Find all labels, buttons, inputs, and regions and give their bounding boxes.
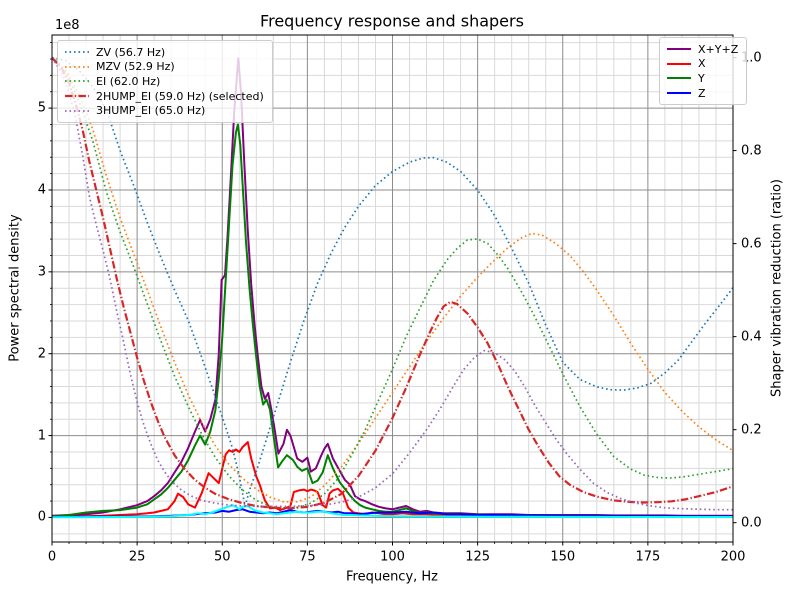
y-left-tick-label-3: 3 xyxy=(37,264,46,280)
legend-item: Z xyxy=(666,86,738,101)
x-tick-label-175: 175 xyxy=(635,549,661,565)
legend-item-label: X xyxy=(698,57,706,71)
legend-line-swatch-3HUMP_EI (65.0 Hz) xyxy=(65,109,89,112)
x-tick-label-25: 25 xyxy=(128,549,146,565)
y-left-axis-label: Power spectral density xyxy=(7,214,23,362)
x-tick-label-50: 50 xyxy=(213,549,231,565)
legend-item: X xyxy=(666,57,738,72)
y-right-tick-label-0.2: 0.2 xyxy=(741,422,762,438)
legend-item-label: MZV (52.9 Hz) xyxy=(96,60,175,74)
x-tick-label-0: 0 xyxy=(47,549,57,565)
x-tick-label-100: 100 xyxy=(380,549,405,565)
legend-line-swatch-X+Y+Z xyxy=(667,48,691,51)
series-line-EI (62.0 Hz) xyxy=(52,57,733,510)
legend-line-swatch-Z xyxy=(667,92,691,95)
axis-ticks xyxy=(48,42,737,546)
legend-line-swatch-2HUMP_EI (59.0 Hz) (selected) xyxy=(65,94,89,98)
x-tick-label-125: 125 xyxy=(465,549,491,565)
y-left-offset-text: 1e8 xyxy=(55,18,80,33)
y-left-tick-label-2: 2 xyxy=(37,346,46,362)
legend-item: EI (62.0 Hz) xyxy=(64,74,264,89)
legend-item-label: 3HUMP_EI (65.0 Hz) xyxy=(96,104,206,118)
legend-item-label: 2HUMP_EI (59.0 Hz) (selected) xyxy=(96,89,264,103)
y-right-tick-label-0.4: 0.4 xyxy=(741,329,762,345)
y-right-tick-label-0.8: 0.8 xyxy=(741,143,762,159)
series-lines xyxy=(52,56,733,519)
legend-line-swatch-Y xyxy=(667,77,691,80)
series-line-after_shaper xyxy=(52,504,733,519)
x-tick-label-150: 150 xyxy=(550,549,576,565)
y-right-tick-label-0.6: 0.6 xyxy=(741,236,762,252)
y-left-tick-label-5: 5 xyxy=(37,100,46,116)
x-axis-label: Frequency, Hz xyxy=(345,569,439,585)
legend-item: 2HUMP_EI (59.0 Hz) (selected) xyxy=(64,89,264,104)
legend-item-label: EI (62.0 Hz) xyxy=(96,74,161,88)
legend-item-label: Y xyxy=(698,71,705,85)
y-left-tick-label-4: 4 xyxy=(37,182,46,198)
legend-line-swatch-MZV (52.9 Hz) xyxy=(65,66,89,68)
legend-item-label: Z xyxy=(698,86,706,100)
x-tick-label-75: 75 xyxy=(299,549,316,565)
legend-shapers: ZV (56.7 Hz) MZV (52.9 Hz) EI (62.0 Hz) 2HU… xyxy=(57,40,273,123)
legend-psd: X+Y+Z X Y Z xyxy=(659,37,748,106)
y-right-axis-label: Shaper vibration reduction (ratio) xyxy=(769,179,785,397)
legend-item: X+Y+Z xyxy=(666,42,738,57)
legend-line-swatch-ZV (56.7 Hz) xyxy=(65,51,89,54)
y-left-tick-label-1: 1 xyxy=(37,428,46,444)
legend-item-label: X+Y+Z xyxy=(698,42,739,56)
series-line-MZV (52.9 Hz) xyxy=(52,56,733,503)
y-right-tick-label-0.0: 0.0 xyxy=(741,515,762,531)
legend-item: Y xyxy=(666,71,738,86)
series-line-2HUMP_EI (59.0 Hz) (selected) xyxy=(52,56,733,510)
legend-item: ZV (56.7 Hz) xyxy=(64,45,264,60)
legend-item: MZV (52.9 Hz) xyxy=(64,60,264,75)
legend-item: 3HUMP_EI (65.0 Hz) xyxy=(64,103,264,118)
legend-item-label: ZV (56.7 Hz) xyxy=(96,45,166,59)
x-tick-label-200: 200 xyxy=(720,549,746,565)
legend-line-swatch-X xyxy=(667,62,691,65)
legend-line-swatch-EI (62.0 Hz) xyxy=(65,80,89,83)
y-left-tick-label-0: 0 xyxy=(37,509,46,525)
chart-title: Frequency response and shapers xyxy=(260,11,524,31)
